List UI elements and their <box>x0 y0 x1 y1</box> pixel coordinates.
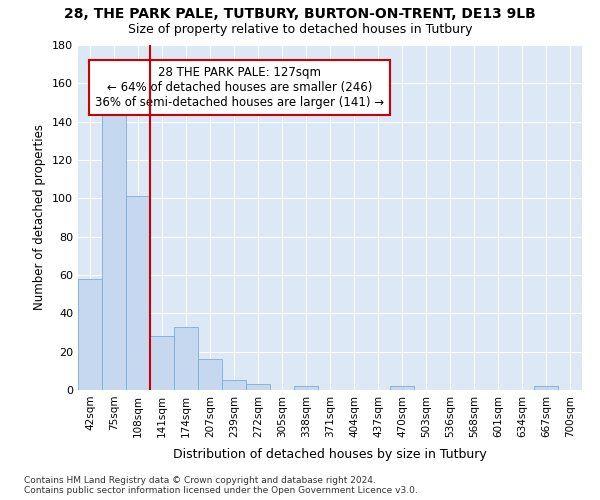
Text: 28, THE PARK PALE, TUTBURY, BURTON-ON-TRENT, DE13 9LB: 28, THE PARK PALE, TUTBURY, BURTON-ON-TR… <box>64 8 536 22</box>
Bar <box>102 110 126 390</box>
X-axis label: Distribution of detached houses by size in Tutbury: Distribution of detached houses by size … <box>173 448 487 461</box>
Bar <box>534 386 558 390</box>
Bar <box>126 196 150 390</box>
Text: Size of property relative to detached houses in Tutbury: Size of property relative to detached ho… <box>128 22 472 36</box>
Bar <box>222 380 246 390</box>
Text: Contains HM Land Registry data © Crown copyright and database right 2024.
Contai: Contains HM Land Registry data © Crown c… <box>24 476 418 495</box>
Bar <box>294 386 318 390</box>
Bar <box>390 386 414 390</box>
Bar <box>78 279 102 390</box>
Bar <box>174 327 198 390</box>
Y-axis label: Number of detached properties: Number of detached properties <box>34 124 46 310</box>
Bar <box>150 336 174 390</box>
Bar <box>198 360 222 390</box>
Text: 28 THE PARK PALE: 127sqm
← 64% of detached houses are smaller (246)
36% of semi-: 28 THE PARK PALE: 127sqm ← 64% of detach… <box>95 66 384 108</box>
Bar <box>246 384 270 390</box>
